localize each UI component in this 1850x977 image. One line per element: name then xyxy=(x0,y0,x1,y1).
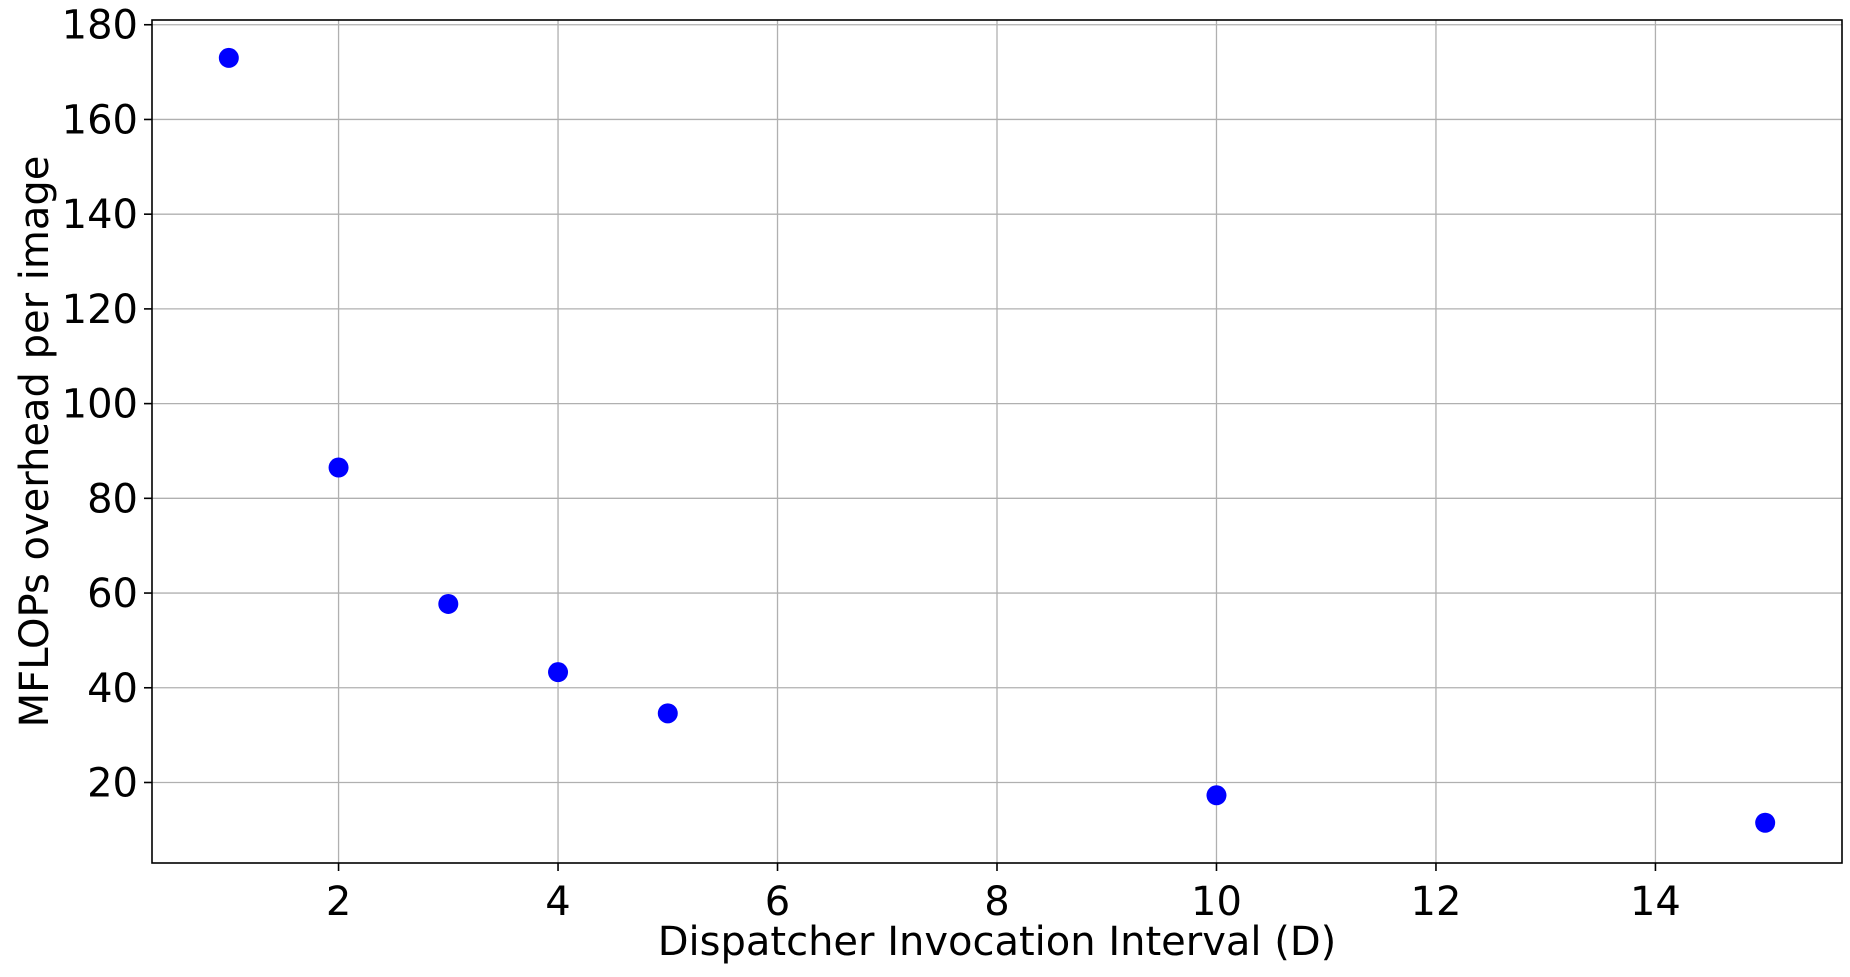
data-point xyxy=(218,47,239,68)
y-tick-label: 100 xyxy=(62,382,138,428)
x-tick-label: 6 xyxy=(765,879,790,925)
x-tick-label: 4 xyxy=(545,879,570,925)
y-tick-label: 20 xyxy=(87,760,138,806)
y-tick-label: 40 xyxy=(87,666,138,712)
data-point xyxy=(548,662,569,683)
x-axis-ticks: 2 4 6 8 10 12 14 xyxy=(326,863,1681,925)
y-tick-label: 80 xyxy=(87,476,138,522)
data-point xyxy=(1755,812,1776,833)
data-points xyxy=(218,47,1776,833)
x-tick-label: 8 xyxy=(984,879,1009,925)
y-tick-label: 180 xyxy=(62,3,138,49)
y-tick-label: 160 xyxy=(62,97,138,143)
grid-lines xyxy=(152,20,1842,863)
data-point xyxy=(328,457,349,478)
y-tick-label: 120 xyxy=(62,287,138,333)
data-point xyxy=(657,703,678,724)
x-tick-label: 10 xyxy=(1191,879,1242,925)
x-tick-label: 12 xyxy=(1411,879,1462,925)
y-axis-ticks: 20 40 60 80 100 120 140 160 180 xyxy=(62,3,152,806)
data-point xyxy=(438,593,459,614)
x-tick-label: 2 xyxy=(326,879,351,925)
x-axis-label: Dispatcher Invocation Interval (D) xyxy=(658,919,1337,965)
y-tick-label: 140 xyxy=(62,192,138,238)
y-tick-label: 60 xyxy=(87,571,138,617)
data-point xyxy=(1206,785,1227,806)
y-axis-label: MFLOPs overhead per image xyxy=(12,156,58,728)
plot-frame xyxy=(151,19,1843,864)
x-tick-label: 14 xyxy=(1630,879,1681,925)
